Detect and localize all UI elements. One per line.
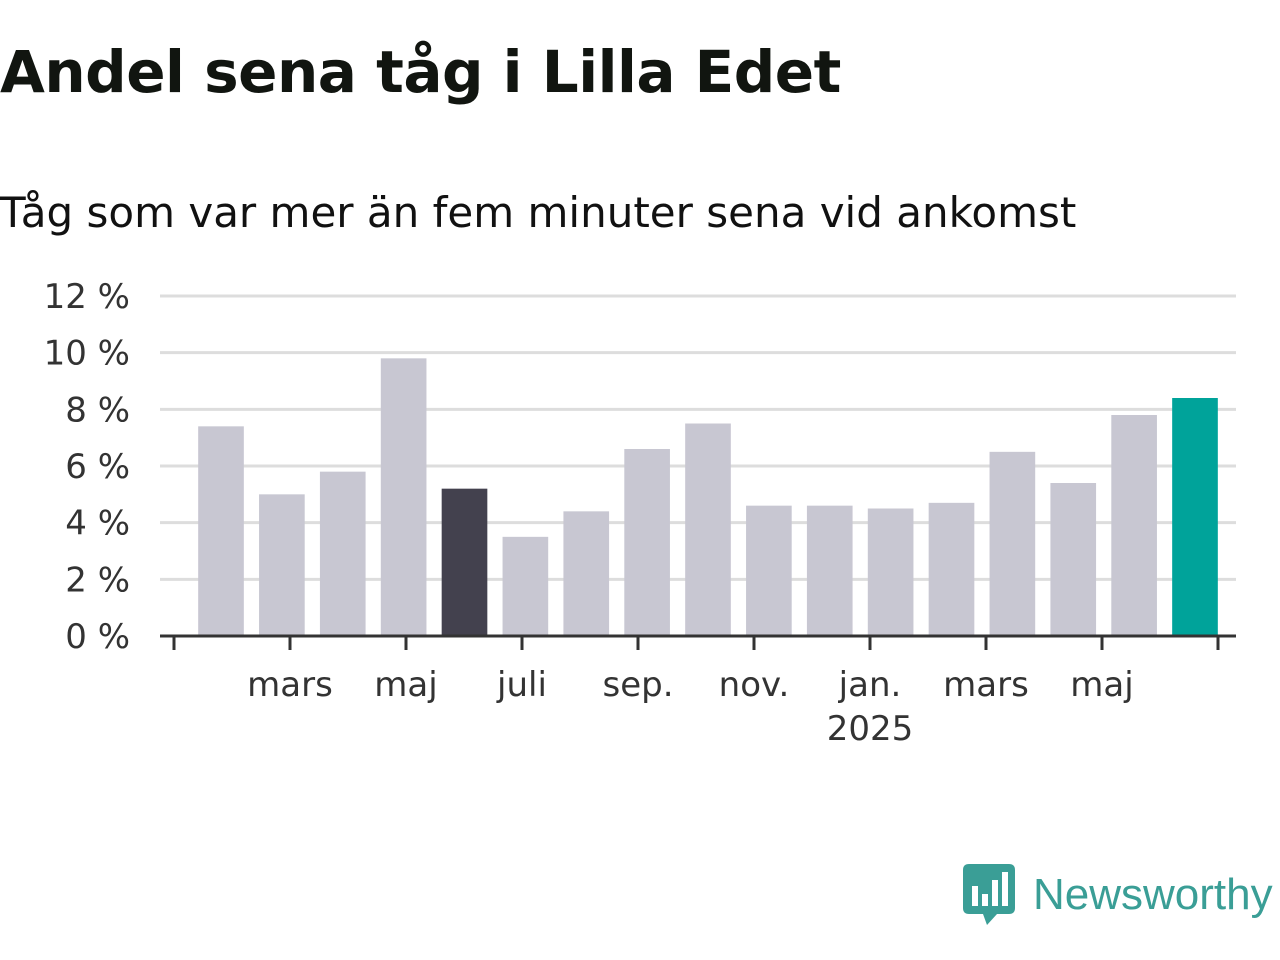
- bar: [259, 494, 305, 636]
- bar-chart: 0 % 2 % 4 % 6 % 8 % 10 % 12 % mars maj juli sep. n…: [44, 277, 1236, 749]
- x-tick-label: mars: [247, 665, 333, 705]
- bar: [1050, 483, 1097, 636]
- y-tick-label: 8 %: [65, 390, 130, 430]
- x-tick-label: jan.: [838, 665, 902, 705]
- y-tick-label: 2 %: [65, 560, 130, 600]
- bar: [1111, 415, 1157, 636]
- bar: [502, 536, 549, 636]
- bar: [563, 511, 610, 636]
- y-axis-labels: 0 % 2 % 4 % 6 % 8 % 10 % 12 %: [44, 277, 130, 657]
- bars: [198, 358, 1218, 636]
- x-axis-labels: mars maj juli sep. nov. jan.2025 mars maj: [247, 665, 1134, 749]
- chart-title: Andel sena tåg i Lilla Edet: [0, 38, 841, 106]
- bar: [380, 358, 427, 636]
- bar: [441, 488, 488, 636]
- y-tick-label: 10 %: [44, 334, 130, 374]
- x-tick-label: nov.: [719, 665, 790, 705]
- y-tick-label: 4 %: [65, 504, 130, 544]
- bar: [928, 502, 975, 636]
- x-tick-label: maj: [374, 665, 437, 705]
- bar: [746, 505, 792, 636]
- bar: [867, 508, 914, 636]
- newsworthy-logo-icon: [963, 864, 1015, 925]
- chart-subtitle: Tåg som var mer än fem minuter sena vid …: [0, 188, 1077, 237]
- bar: [624, 449, 670, 636]
- bar: [989, 451, 1036, 636]
- y-tick-label: 12 %: [44, 277, 130, 317]
- x-tick-label: sep.: [602, 665, 673, 705]
- x-tick-label: mars: [943, 665, 1029, 705]
- x-axis: [160, 634, 1236, 650]
- y-tick-label: 6 %: [65, 447, 130, 487]
- logo-text: Newsworthy: [1033, 870, 1273, 919]
- bar: [1172, 398, 1218, 636]
- bar: [685, 423, 731, 636]
- x-tick-label: juli: [496, 665, 547, 705]
- x-tick-year-label: 2025: [827, 709, 914, 749]
- x-tick-label: maj: [1070, 665, 1133, 705]
- bar: [806, 505, 853, 636]
- bar: [319, 471, 366, 636]
- y-tick-label: 0 %: [65, 617, 130, 657]
- newsworthy-logo: Newsworthy: [963, 864, 1273, 926]
- bar: [198, 426, 244, 636]
